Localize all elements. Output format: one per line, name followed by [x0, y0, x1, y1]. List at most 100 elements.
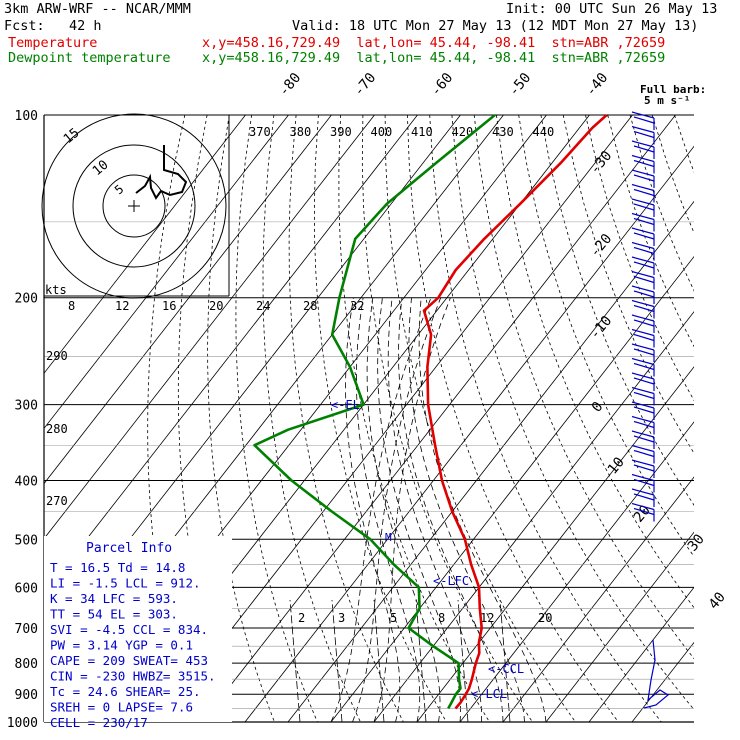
wind-barb-flag [631, 372, 655, 380]
mixing-ratio-label: 24 [256, 299, 270, 313]
wind-barb-flag [633, 406, 655, 414]
dry-adiabat [518, 115, 694, 558]
isotherm-tick-label: -70 [351, 70, 380, 100]
theta-label: 280 [46, 422, 68, 436]
mixing-ratio-label: 20 [209, 299, 223, 313]
wind-barb-flag [633, 333, 655, 342]
wind-barb-flag [631, 198, 655, 206]
isotherm-tick-label: -10 [587, 313, 616, 343]
dry-adiabat [674, 115, 694, 173]
theta-label: 380 [290, 125, 312, 139]
parcel-info-title: Parcel Info [86, 541, 172, 556]
theta-label: 390 [330, 125, 352, 139]
wind-barb-flag [631, 299, 655, 308]
isotherm-line [330, 255, 694, 722]
wind-barb-flag [633, 203, 655, 211]
wind-barb-flag [633, 290, 655, 298]
dewpoint-profile [253, 113, 496, 710]
mixing-ratio-line [289, 599, 301, 722]
isotherm-tick-label: -20 [587, 231, 616, 261]
wind-barbs [631, 111, 655, 522]
wind-barb-flag [633, 130, 655, 139]
mixing-ratio-line [331, 599, 343, 722]
isotherm-line [588, 586, 694, 722]
wind-barb-flag [631, 169, 655, 177]
valid-time: Valid: 18 UTC Mon 27 May 13 (12 MDT Mon … [292, 18, 699, 34]
wind-barb-flag [633, 377, 655, 385]
wind-barb-flag [631, 444, 655, 453]
wind-barb-flag [633, 246, 655, 255]
moist-adiabat [345, 297, 401, 722]
isotherm-line [201, 115, 676, 722]
mixing-ratio-line [373, 599, 385, 722]
wind-barb-flag [631, 502, 655, 511]
mixing-ratio-label: 20 [538, 611, 552, 625]
wind-barb-flag [633, 174, 655, 182]
wind-barb-flag [631, 430, 655, 438]
mixing-ratio-label: 12 [480, 611, 494, 625]
isotherm-line [44, 115, 375, 540]
isotherm-tick-label: 30 [685, 531, 708, 554]
wind-barb-flag [631, 183, 655, 192]
isotherm-line [502, 476, 694, 722]
wind-barb-flag [633, 261, 655, 269]
wind-barb-flag [633, 449, 655, 458]
wind-barb-flag [633, 464, 655, 472]
barb-scale-label: Full barb: [640, 83, 706, 96]
hodograph: 15 10 5 kts [41, 113, 227, 299]
hodograph-units: kts [45, 283, 67, 297]
parcel-info-row: CELL = 230/17 [50, 715, 148, 730]
parcel-info-row: K = 34 LFC = 593. [50, 591, 178, 606]
moist-adiabat [387, 297, 483, 722]
lfc-label: <-LFC [433, 574, 469, 588]
wind-barb-flag [631, 401, 655, 409]
wind-barb-flag [633, 493, 655, 501]
wind-barb-flag [633, 304, 655, 313]
isotherm-line [44, 115, 289, 430]
moist-adiabat [377, 297, 462, 722]
lcl-label: <-LCL [471, 687, 507, 701]
pressure-tick-label: 800 [15, 657, 38, 672]
mixing-ratio-label: 32 [350, 299, 364, 313]
dry-adiabat [629, 115, 694, 292]
moist-adiabat [418, 297, 547, 722]
mixing-ratio-label: 8 [438, 611, 445, 625]
theta-label: 270 [46, 494, 68, 508]
pressure-tick-label: 100 [15, 109, 38, 124]
mini-hodograph-trace [643, 639, 670, 709]
dry-adiabat [562, 115, 694, 454]
wind-barb-flag [633, 348, 655, 356]
isotherm-line [631, 641, 694, 722]
wind-barb-flag [631, 357, 655, 366]
hodograph-trace [135, 145, 188, 200]
dewpoint-legend: Dewpoint temperature [8, 50, 171, 66]
theta-label: 290 [46, 349, 68, 363]
parcel-info-panel: Parcel Info T = 16.5 Td = 14.8LI = -1.5 … [44, 536, 232, 730]
wind-barb-flag [631, 212, 655, 221]
wind-barb-flag [631, 415, 655, 424]
wind-barb-flag [633, 478, 655, 487]
dry-adiabat [473, 115, 694, 660]
mixing-ratio-label: 3 [338, 611, 345, 625]
moist-adiabat [330, 297, 432, 722]
wind-barb-flag [631, 125, 655, 134]
mixing-ratio-line [499, 599, 511, 722]
mixing-ratio-line [457, 599, 469, 722]
mixing-ratio-label: 2 [298, 611, 305, 625]
hodograph-ring-label: 15 [61, 126, 83, 148]
mixing-ratio-label: 8 [68, 299, 75, 313]
wind-barb-flag [633, 362, 655, 371]
parcel-info-row: PW = 3.14 YGP = 0.1 [50, 638, 193, 653]
wind-barb-flag [631, 270, 655, 279]
parcel-info-row: SVI = -4.5 CCL = 834. [50, 622, 208, 637]
moist-adiabat [352, 297, 442, 722]
wind-barb-flag [633, 319, 655, 327]
forecast-hour: Fcst: 42 h [4, 18, 102, 34]
model-title: 3km ARW-WRF -- NCAR/MMM [4, 1, 191, 17]
pressure-tick-label: 1000 [7, 716, 38, 731]
wind-barb-flag [633, 217, 655, 226]
dry-adiabat [429, 115, 662, 722]
parcel-info-row: LI = -1.5 LCL = 912. [50, 576, 201, 591]
dry-adiabat [451, 115, 694, 711]
